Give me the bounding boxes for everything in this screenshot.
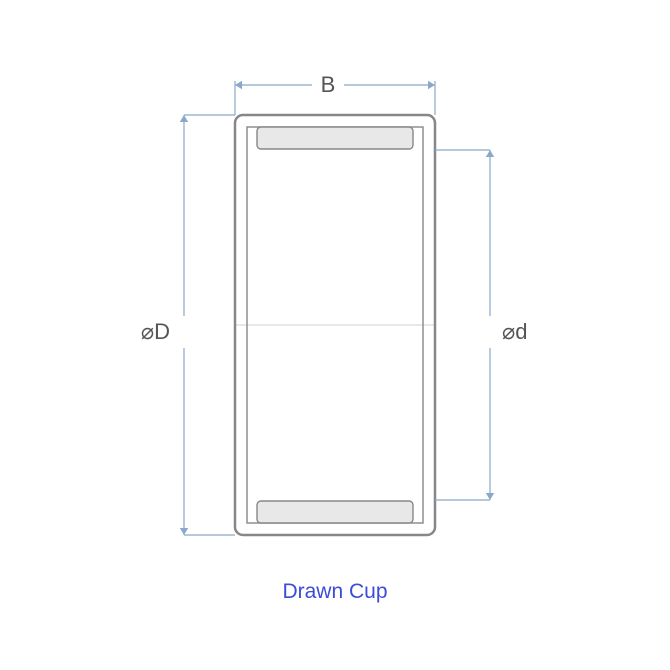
roller-top xyxy=(257,127,413,149)
diagram-svg: B ⌀D ⌀d xyxy=(0,0,670,670)
diagram-stage: B ⌀D ⌀d Drawn Cup xyxy=(0,0,670,670)
dim-label-d: ⌀d xyxy=(502,319,527,344)
caption: Drawn Cup xyxy=(0,580,670,604)
dim-label-B: B xyxy=(321,72,336,97)
dim-label-D: ⌀D xyxy=(141,319,170,344)
roller-bottom xyxy=(257,501,413,523)
